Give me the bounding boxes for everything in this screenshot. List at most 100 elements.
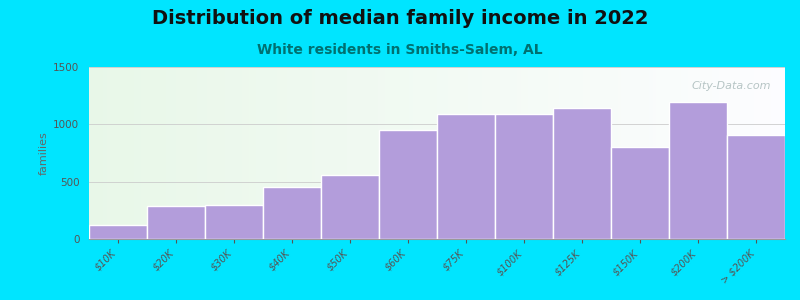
Bar — [743, 67, 746, 239]
Bar — [722, 67, 726, 239]
Bar — [740, 67, 743, 239]
Bar — [124, 67, 127, 239]
Bar — [726, 67, 730, 239]
Bar — [284, 67, 287, 239]
Bar — [357, 67, 361, 239]
Bar — [382, 67, 385, 239]
Bar — [607, 67, 611, 239]
Bar — [506, 67, 510, 239]
Bar — [330, 67, 333, 239]
Bar — [719, 67, 722, 239]
Bar — [333, 67, 336, 239]
Bar — [757, 67, 761, 239]
Bar — [326, 67, 330, 239]
Y-axis label: families: families — [39, 131, 49, 175]
Bar — [308, 67, 312, 239]
Bar — [434, 67, 437, 239]
Bar — [545, 67, 549, 239]
Bar — [441, 67, 444, 239]
Bar — [730, 67, 733, 239]
Bar — [635, 67, 639, 239]
Bar — [570, 67, 573, 239]
Bar — [385, 67, 388, 239]
Bar — [238, 67, 242, 239]
Bar — [346, 67, 350, 239]
Bar — [618, 67, 622, 239]
Bar — [93, 67, 96, 239]
Bar — [552, 67, 555, 239]
Bar — [493, 67, 496, 239]
Bar — [225, 67, 228, 239]
Bar — [148, 67, 152, 239]
Bar — [127, 67, 131, 239]
Bar — [367, 67, 371, 239]
Text: Distribution of median family income in 2022: Distribution of median family income in … — [152, 9, 648, 28]
Bar — [218, 67, 222, 239]
Bar — [266, 67, 270, 239]
Bar — [291, 67, 294, 239]
Bar — [447, 67, 451, 239]
Bar — [500, 67, 503, 239]
Bar — [555, 67, 559, 239]
Bar — [437, 114, 495, 239]
Bar — [392, 67, 395, 239]
Bar — [117, 67, 121, 239]
Bar — [562, 67, 566, 239]
Bar — [586, 67, 590, 239]
Bar — [318, 67, 322, 239]
Bar — [495, 114, 553, 239]
Bar — [410, 67, 413, 239]
Bar — [162, 67, 166, 239]
Bar — [709, 67, 712, 239]
Bar — [142, 67, 145, 239]
Bar — [611, 147, 669, 239]
Bar — [106, 67, 110, 239]
Bar — [534, 67, 538, 239]
Bar — [670, 67, 674, 239]
Bar — [597, 67, 601, 239]
Bar — [754, 67, 757, 239]
Bar — [462, 67, 465, 239]
Bar — [138, 67, 142, 239]
Bar — [733, 67, 736, 239]
Bar — [260, 67, 263, 239]
Bar — [454, 67, 458, 239]
Bar — [594, 67, 597, 239]
Bar — [782, 67, 785, 239]
Bar — [186, 67, 190, 239]
Bar — [321, 175, 379, 239]
Bar — [656, 67, 660, 239]
Bar — [486, 67, 490, 239]
Bar — [249, 67, 253, 239]
Bar — [340, 67, 343, 239]
Bar — [669, 103, 727, 239]
Bar — [413, 67, 416, 239]
Bar — [573, 67, 576, 239]
Bar — [542, 67, 545, 239]
Bar — [114, 67, 117, 239]
Bar — [99, 67, 103, 239]
Bar — [281, 67, 284, 239]
Bar — [681, 67, 684, 239]
Bar — [663, 67, 666, 239]
Bar — [155, 67, 158, 239]
Bar — [336, 67, 340, 239]
Bar — [423, 67, 426, 239]
Bar — [444, 67, 447, 239]
Bar — [490, 67, 493, 239]
Bar — [771, 67, 774, 239]
Bar — [559, 67, 562, 239]
Bar — [96, 67, 99, 239]
Bar — [371, 67, 374, 239]
Bar — [650, 67, 653, 239]
Bar — [402, 67, 406, 239]
Bar — [566, 67, 570, 239]
Bar — [684, 67, 687, 239]
Bar — [354, 67, 357, 239]
Bar — [176, 67, 180, 239]
Bar — [468, 67, 472, 239]
Bar — [388, 67, 392, 239]
Bar — [614, 67, 618, 239]
Bar — [430, 67, 434, 239]
Bar — [398, 67, 402, 239]
